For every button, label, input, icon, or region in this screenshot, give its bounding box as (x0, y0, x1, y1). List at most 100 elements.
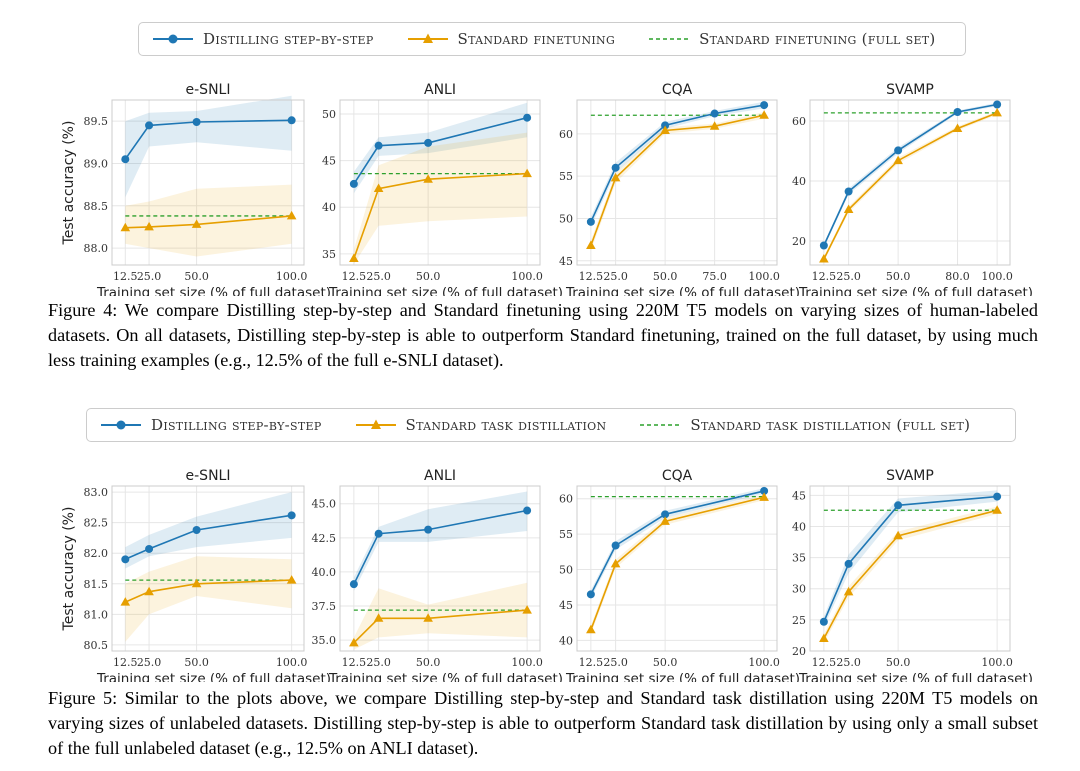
data-point (993, 492, 1002, 501)
data-point (286, 575, 297, 584)
x-tick-label: 100.0 (981, 270, 1013, 283)
y-tick-label: 55 (559, 528, 573, 541)
y-tick-label: 35 (322, 248, 336, 261)
data-point (287, 116, 296, 125)
y-axis-label: Test accuracy (%) (61, 507, 77, 632)
y-tick-label: 50 (322, 108, 336, 121)
figure-4-plots: 88.088.589.089.512.5 25.0 50.0 100.0e-SNLIT… (61, 82, 1033, 296)
data-point (844, 187, 853, 196)
x-tick-label: 50.0 (184, 270, 209, 283)
y-tick-label: 37.5 (312, 600, 337, 613)
data-point (287, 511, 296, 520)
legend-label: Distilling step-by-step (203, 30, 374, 48)
x-tick-label: 12.5 (579, 656, 604, 669)
data-point (423, 613, 433, 622)
legend-label: Standard finetuning (full set) (699, 30, 936, 48)
chart-title: ANLI (424, 82, 456, 98)
y-tick-label: 42.5 (312, 532, 337, 545)
x-tick-label: 80.0 (945, 270, 970, 283)
y-tick-label: 20 (792, 235, 806, 248)
data-point (424, 525, 433, 534)
y-tick-label: 50 (559, 212, 573, 225)
data-point (523, 113, 532, 122)
x-tick-label: 12.5 (812, 656, 837, 669)
data-point (710, 109, 719, 118)
chart-e-snli-panel: 80.5 81.0 81.5 82.0 82.5 83.0 12.5 25.0 50.0 100.… (84, 468, 332, 682)
y-tick-label: 60 (559, 493, 573, 506)
y-tick-label: 83.0 (84, 486, 109, 499)
series-line (124, 514, 292, 561)
data-point (610, 558, 621, 568)
data-point (373, 613, 384, 622)
confidence-band (125, 492, 292, 569)
x-tick-label: 25.0 (137, 270, 162, 283)
data-point (144, 221, 154, 231)
plot-frame (809, 99, 1011, 266)
data-point (661, 510, 670, 519)
data-point (349, 637, 359, 647)
chart-anli-panel: 35.0 37.5 40.0 42.5 45.0 12.5 25.0 50.0 100.0 ANL… (312, 468, 564, 682)
legend-dashed-line-icon (640, 424, 681, 426)
data-point (993, 100, 1002, 109)
y-tick-label: 45 (792, 489, 806, 502)
data-point (709, 121, 720, 130)
series-line (823, 509, 998, 639)
data-point (191, 219, 202, 228)
x-axis-label: Training set size (% of full dataset) (328, 671, 563, 682)
series-line (823, 103, 998, 246)
chart-title: e-SNLI (186, 82, 231, 98)
x-tick-label: 100.0 (511, 656, 543, 669)
x-tick-label: 12.5 (579, 270, 604, 283)
data-point (894, 146, 903, 155)
data-point (120, 597, 131, 606)
chart-title: ANLI (424, 468, 456, 484)
data-point (145, 544, 154, 553)
y-tick-label: 88.5 (84, 200, 109, 213)
x-tick-label: 50.0 (653, 270, 678, 283)
x-tick-label: 25.0 (603, 656, 628, 669)
y-tick-label: 40 (322, 201, 336, 214)
legend-item-distilling: Distilling step-by-step (153, 30, 374, 48)
chart-anli-panel: 35 40 45 50 12.5 25.0 50.0 100.0 ANLI Training se… (322, 82, 563, 296)
data-point (523, 506, 532, 515)
legend-label: Distilling step-by-step (151, 416, 322, 434)
x-tick-label: 50.0 (886, 656, 911, 669)
series-line (125, 215, 292, 229)
x-tick-label: 50.0 (886, 270, 911, 283)
confidence-band (353, 491, 528, 591)
data-point (373, 183, 384, 193)
y-tick-label: 81.0 (84, 608, 109, 621)
data-point (759, 110, 769, 119)
y-tick-label: 45 (322, 155, 336, 168)
x-axis-label: Training set size (% of full dataset) (798, 671, 1033, 682)
confidence-band (823, 111, 998, 262)
data-point (992, 107, 1002, 117)
data-point (611, 163, 620, 172)
y-tick-label: 30 (792, 583, 806, 596)
x-axis-label: Training set size (% of full dataset) (328, 285, 563, 296)
y-tick-label: 45 (559, 255, 573, 268)
x-tick-label: 25.0 (366, 656, 391, 669)
data-point (660, 516, 670, 525)
chart-title: CQA (662, 82, 693, 98)
data-point (586, 240, 596, 250)
y-tick-label: 55 (559, 170, 573, 183)
confidence-band (353, 132, 528, 265)
x-tick-label: 100.0 (276, 656, 308, 669)
y-tick-label: 81.5 (84, 578, 109, 591)
figure-caption: Figure 4: We compare Distilling step-by-… (48, 300, 1038, 370)
data-point (286, 210, 297, 220)
data-point (145, 121, 154, 130)
plot-frame (339, 485, 541, 652)
legend-label: Standard task distillation (full set) (690, 416, 971, 434)
y-tick-label: 35.0 (312, 634, 337, 647)
data-point (522, 168, 532, 178)
plot-frame (809, 485, 1011, 652)
data-point (661, 121, 670, 130)
y-tick-label: 82.0 (84, 547, 109, 560)
data-point (819, 254, 829, 263)
legend-dashed-line-icon (649, 38, 690, 40)
x-tick-label: 100.0 (276, 270, 308, 283)
data-point (760, 486, 769, 495)
y-tick-label: 40 (792, 175, 806, 188)
